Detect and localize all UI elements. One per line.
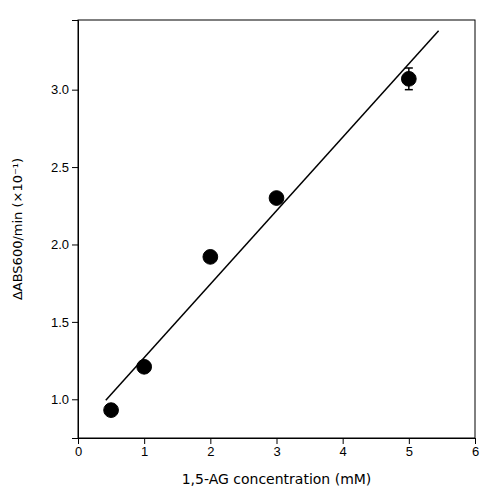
point [203,250,218,265]
plot: 0 1 2 3 4 5 6 1.0 1.5 2.0 2.5 3.0 1,5-AG concentrati… [10,20,479,487]
x-axis-tick-label: 6 [472,444,479,459]
x-axis-tick: 5 [406,438,413,459]
y-axis-title: ΔABS600/min (×10⁻¹) [10,158,25,300]
y-axis-tick-label: 2.0 [51,237,69,252]
x-axis-tick-label: 3 [273,444,280,459]
marks [104,31,439,418]
plot-frame [78,20,475,438]
y-axis-tick-mark [72,399,78,400]
y-axis-tick: 2.5 [51,160,78,175]
point [137,359,152,374]
x-axis-tick: 2 [207,438,214,459]
y-axis-tick-label: 3.0 [51,82,69,97]
x-axis-tick-label: 5 [406,444,413,459]
point [401,71,416,86]
y-axis-tick-label: 2.5 [51,160,69,175]
x-axis-tick: 1 [141,438,148,459]
y-axis: 1.0 1.5 2.0 2.5 3.0 [51,21,79,439]
x-axis-tick-mark [409,438,410,444]
x-axis-tick-label: 2 [207,444,214,459]
x-axis-tick: 3 [273,438,280,459]
x-axis-tick: 6 [472,438,479,459]
x-axis-tick-mark [144,438,145,444]
y-axis-tick-label: 1.5 [51,315,69,330]
x-axis-tick-label: 0 [75,444,82,459]
points [104,71,416,417]
x-axis-tick-mark [277,438,278,444]
y-axis-tick: 1.0 [51,392,78,407]
point [269,191,284,206]
x-axis-tick: 0 [75,438,82,459]
x-axis-tick-mark [475,438,476,444]
x-axis-tick-label: 4 [340,444,347,459]
x-axis-tick-mark [343,438,344,444]
fit-line [106,31,439,401]
error-bars [107,68,413,410]
y-axis-tick: 1.5 [51,315,78,330]
x-axis-tick: 4 [340,438,347,459]
y-axis-tick-mark [72,90,78,91]
y-axis-tick-mark [72,167,78,168]
error-bar-cap [405,67,413,69]
x-axis-line [79,439,476,445]
y-axis-tick: 3.0 [51,82,78,97]
x-axis-tick-label: 1 [141,444,148,459]
x-axis: 0 1 2 3 4 5 6 [75,438,479,459]
error-bar-cap [405,89,413,91]
x-axis-tick-mark [210,438,211,444]
chart: 0 1 2 3 4 5 6 1.0 1.5 2.0 2.5 3.0 1,5-AG concentrati… [0,0,497,500]
y-axis-tick-mark [72,322,78,323]
y-axis-tick-label: 1.0 [51,392,69,407]
x-axis-title: 1,5-AG concentration (mM) [182,471,372,487]
y-axis-tick-mark [72,244,78,245]
y-axis-tick: 2.0 [51,237,78,252]
point [104,403,119,418]
